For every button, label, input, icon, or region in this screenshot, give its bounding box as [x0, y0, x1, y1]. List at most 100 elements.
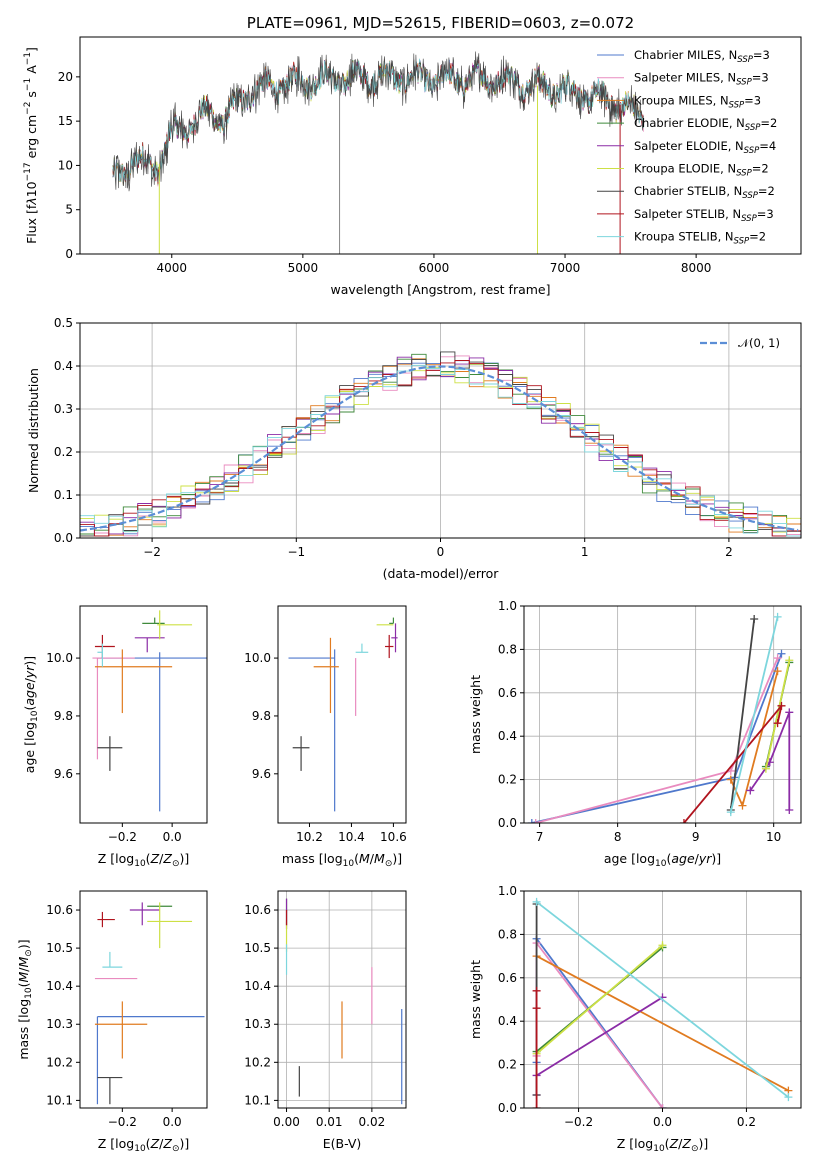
x-tick-label: 6000 [419, 261, 450, 275]
axes-frame [79, 605, 208, 824]
x-tick-label: −2 [143, 545, 161, 559]
spectrum-series-line [112, 51, 644, 192]
errorbar-point [292, 736, 310, 771]
x-axis-label: Z [log10(Z/Z⊙)] [617, 1136, 709, 1154]
axes-frame [277, 605, 407, 824]
y-tick-label: 0.1 [54, 488, 73, 502]
axes-frame [277, 890, 407, 1109]
y-tick-label: 0.0 [498, 1101, 517, 1115]
legend-entry: Kroupa MILES, NSSP=3 [634, 93, 761, 110]
weight-series-line [729, 618, 756, 811]
weight-series-line [536, 955, 789, 1092]
plot-area [285, 898, 403, 1105]
y-tick-label: 15 [58, 114, 73, 128]
weight-marker [773, 719, 782, 728]
axes-frame [79, 890, 208, 1109]
x-tick-label: 0.01 [316, 1115, 343, 1129]
spectrum-chart: 4000 5000 6000 7000 8000 0 5 10 15 20 wavelength [… [23, 14, 802, 297]
weight-series-line [536, 944, 664, 1055]
weight-marker [532, 897, 541, 906]
y-tick-label: 0.4 [498, 729, 517, 743]
x-tick-label: 8000 [681, 261, 712, 275]
legend-entry: Kroupa ELODIE, NSSP=2 [634, 162, 769, 179]
x-tick-label: 9 [692, 830, 700, 844]
y-tick-label: 9.6 [252, 767, 271, 781]
y-tick-label: 5 [65, 203, 73, 217]
errorbar-point [97, 1076, 123, 1105]
y-tick-label: 0.6 [498, 686, 517, 700]
x-tick-label: 4000 [156, 261, 187, 275]
plot-area [112, 51, 644, 254]
weight-marker [750, 615, 759, 624]
age-vs-mass-chart: 10.2 10.4 10.6 9.6 9.8 10.0 mass [log10(M/M⊙)] [244, 605, 407, 869]
y-tick-label: 0.2 [54, 445, 73, 459]
x-tick-label: 0 [437, 545, 445, 559]
plot-area [94, 902, 205, 1105]
x-tick-label: 0.00 [273, 1115, 300, 1129]
x-tick-label: 0.0 [163, 830, 182, 844]
gaussian-curve [80, 365, 799, 532]
legend-entry: Salpeter MILES, NSSP=3 [634, 71, 769, 88]
weight-series-line [765, 660, 791, 769]
y-axis-label: age [log10(age/yr)] [22, 656, 40, 773]
y-tick-label: 0.5 [54, 316, 73, 330]
chart-title: PLATE=0961, MJD=52615, FIBERID=0603, z=0… [247, 14, 634, 32]
x-tick-label: 2 [725, 545, 733, 559]
errorbar-point [102, 951, 123, 968]
weight-marker [773, 667, 782, 676]
weight-marker [658, 941, 667, 950]
errorbar-point [157, 610, 193, 640]
x-tick-label: 8 [614, 830, 622, 844]
weight-series-line [535, 996, 663, 1095]
x-tick-label: 1 [581, 545, 589, 559]
plot-area [80, 351, 801, 537]
weight-marker [532, 1004, 541, 1013]
y-tick-label: 0.2 [498, 773, 517, 787]
x-tick-label: −0.2 [564, 1115, 593, 1129]
plot-area [288, 617, 398, 812]
x-axis-label: (data-model)/error [383, 566, 500, 581]
y-axis-label: mass [log10(M/M⊙)] [16, 939, 34, 1059]
y-tick-label: 0.2 [498, 1058, 517, 1072]
weight-marker [761, 764, 770, 773]
x-axis-label: wavelength [Angstrom, rest frame] [330, 282, 550, 297]
y-axis-label: mass weight [468, 960, 483, 1039]
mass-vs-metallicity-chart: −0.2 0.0 10.1 10.2 10.3 10.4 10.5 10.6 Z [log10(… [16, 890, 208, 1154]
x-tick-label: 0.0 [653, 1115, 672, 1129]
weight-marker [527, 819, 536, 823]
errorbar-point [288, 649, 336, 812]
errorbar-point [313, 637, 339, 714]
legend-entry: Kroupa STELIB, NSSP=2 [634, 230, 766, 247]
plot-area [527, 612, 794, 823]
weight-marker [726, 808, 735, 817]
y-tick-label: 10.5 [244, 941, 271, 955]
errorbar-point [389, 617, 395, 624]
weight-vs-metallicity-chart: −0.2 0.0 0.2 0.0 0.2 0.4 0.6 0.8 1.0 Z [log10(Z/Z… [468, 884, 802, 1154]
x-tick-label: −1 [287, 545, 305, 559]
errorbar-point [92, 657, 135, 760]
x-tick-label: 10.6 [380, 830, 407, 844]
weight-series-line [535, 940, 664, 1108]
y-tick-label: 10.4 [244, 979, 271, 993]
legend-entry: 𝒩(0, 1) [738, 336, 780, 350]
x-tick-label: 0.02 [359, 1115, 386, 1129]
x-tick-label: 7 [536, 830, 544, 844]
weight-marker [785, 805, 794, 814]
y-tick-label: 20 [58, 70, 73, 84]
legend: Chabrier MILES, NSSP=3 Salpeter MILES, NS… [597, 48, 777, 247]
y-tick-label: 0.4 [498, 1014, 517, 1028]
y-tick-label: 0.4 [54, 359, 73, 373]
errorbar-point [147, 902, 193, 949]
y-tick-label: 0.8 [498, 927, 517, 941]
y-axis-label: Normed distribution [26, 368, 41, 493]
y-tick-label: 10.4 [46, 979, 73, 993]
errorbar-point [97, 911, 115, 928]
legend-entry: Chabrier STELIB, NSSP=2 [634, 184, 775, 201]
y-tick-label: 10.3 [244, 1017, 271, 1031]
y-tick-label: 10.6 [244, 903, 271, 917]
weight-marker [773, 612, 782, 621]
errorbar-point [97, 736, 123, 771]
errorbar-point [97, 652, 207, 812]
x-tick-label: 0.2 [737, 1115, 756, 1129]
errorbar-point [97, 643, 104, 667]
